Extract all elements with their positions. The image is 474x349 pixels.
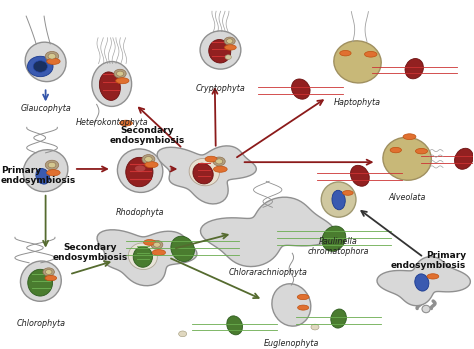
Ellipse shape: [321, 182, 356, 217]
Ellipse shape: [154, 242, 160, 247]
Ellipse shape: [422, 305, 430, 313]
Ellipse shape: [119, 120, 132, 126]
Ellipse shape: [117, 71, 124, 76]
Ellipse shape: [151, 240, 163, 249]
Ellipse shape: [126, 157, 153, 187]
Text: Haptophyta: Haptophyta: [334, 98, 381, 106]
Text: Secondary
endosymbiosis: Secondary endosymbiosis: [53, 243, 128, 262]
Ellipse shape: [28, 269, 53, 296]
Text: Cryptophyta: Cryptophyta: [196, 84, 246, 93]
Ellipse shape: [455, 148, 473, 169]
Ellipse shape: [298, 305, 309, 310]
Ellipse shape: [100, 72, 120, 101]
Ellipse shape: [142, 155, 155, 164]
Ellipse shape: [403, 134, 416, 140]
Ellipse shape: [383, 137, 431, 180]
Ellipse shape: [36, 169, 50, 184]
Ellipse shape: [193, 163, 213, 184]
Ellipse shape: [209, 39, 231, 63]
Text: Glaucophyta: Glaucophyta: [20, 104, 71, 113]
Ellipse shape: [297, 294, 309, 300]
Ellipse shape: [144, 239, 155, 245]
Ellipse shape: [272, 284, 311, 326]
Ellipse shape: [23, 150, 68, 192]
Ellipse shape: [133, 246, 153, 267]
Ellipse shape: [20, 261, 61, 301]
Ellipse shape: [213, 166, 227, 172]
Ellipse shape: [46, 58, 60, 65]
Ellipse shape: [415, 148, 428, 154]
Ellipse shape: [405, 59, 423, 79]
Ellipse shape: [227, 316, 243, 335]
Ellipse shape: [343, 191, 353, 195]
Text: Paulinella
chromatophora: Paulinella chromatophora: [308, 237, 369, 257]
Polygon shape: [97, 230, 197, 286]
Polygon shape: [201, 197, 335, 267]
Text: Alveolata: Alveolata: [389, 193, 426, 202]
Ellipse shape: [145, 157, 152, 162]
Ellipse shape: [227, 39, 233, 43]
Polygon shape: [377, 257, 470, 306]
Ellipse shape: [225, 45, 236, 50]
Ellipse shape: [116, 78, 129, 84]
Ellipse shape: [205, 156, 217, 162]
Ellipse shape: [322, 226, 346, 251]
Ellipse shape: [45, 275, 56, 281]
Text: Chlorarachniophyta: Chlorarachniophyta: [228, 268, 307, 276]
Ellipse shape: [45, 160, 59, 170]
Text: Rhodophyta: Rhodophyta: [116, 208, 164, 217]
Ellipse shape: [128, 243, 157, 269]
Ellipse shape: [350, 165, 369, 186]
Ellipse shape: [216, 159, 223, 164]
Text: Euglenophyta: Euglenophyta: [264, 339, 319, 348]
Ellipse shape: [152, 250, 165, 255]
Ellipse shape: [213, 157, 225, 166]
Ellipse shape: [292, 79, 310, 99]
Ellipse shape: [43, 268, 55, 276]
Ellipse shape: [92, 61, 132, 106]
Ellipse shape: [334, 41, 381, 83]
Ellipse shape: [224, 37, 235, 45]
Ellipse shape: [311, 324, 319, 330]
Ellipse shape: [189, 158, 219, 186]
Ellipse shape: [118, 149, 163, 192]
Ellipse shape: [27, 56, 53, 77]
Ellipse shape: [179, 331, 187, 337]
Ellipse shape: [45, 51, 59, 61]
Ellipse shape: [48, 53, 56, 59]
Text: Chlorophyta: Chlorophyta: [17, 319, 65, 328]
Text: Heterokontophyta: Heterokontophyta: [75, 118, 148, 127]
Polygon shape: [157, 146, 256, 204]
Ellipse shape: [200, 31, 241, 69]
Text: Secondary
endosymbiosis: Secondary endosymbiosis: [109, 126, 185, 145]
Ellipse shape: [390, 147, 401, 153]
Ellipse shape: [46, 170, 60, 176]
Text: Primary
endosymbiosis: Primary endosymbiosis: [391, 251, 466, 270]
Ellipse shape: [135, 165, 146, 171]
Ellipse shape: [145, 162, 158, 168]
Ellipse shape: [33, 61, 47, 72]
Ellipse shape: [46, 269, 52, 274]
Ellipse shape: [365, 51, 377, 57]
Ellipse shape: [415, 274, 429, 291]
Ellipse shape: [332, 190, 345, 210]
Text: Primary
endosymbiosis: Primary endosymbiosis: [0, 166, 76, 185]
Ellipse shape: [427, 274, 439, 279]
Ellipse shape: [340, 51, 351, 56]
Ellipse shape: [25, 42, 66, 82]
Ellipse shape: [225, 55, 231, 59]
Ellipse shape: [171, 236, 194, 261]
Ellipse shape: [48, 162, 56, 168]
Ellipse shape: [331, 309, 346, 328]
Ellipse shape: [114, 69, 126, 78]
